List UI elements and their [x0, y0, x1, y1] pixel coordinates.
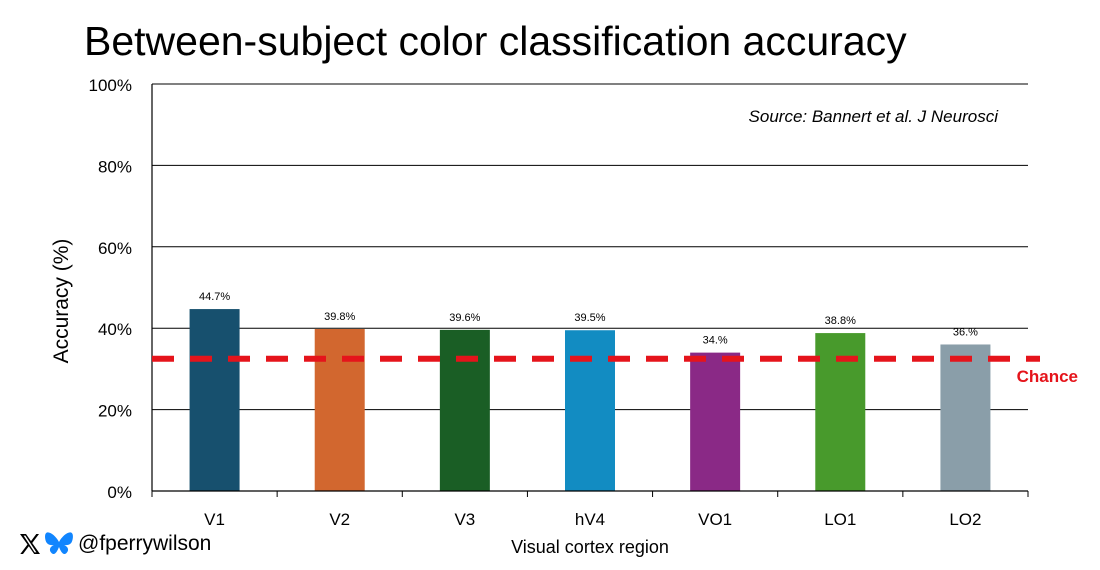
bar-v1 — [189, 309, 240, 491]
bar-v3 — [439, 329, 490, 491]
y-tick-label: 40% — [98, 320, 132, 339]
y-tick-label: 80% — [98, 157, 132, 176]
bar-v2 — [314, 329, 365, 491]
x-tick-label: LO2 — [949, 510, 981, 529]
social-handle: @fperrywilson — [18, 531, 211, 557]
x-axis-label: Visual cortex region — [511, 537, 669, 557]
x-tick-label: hV4 — [575, 510, 605, 529]
x-tick-label: VO1 — [698, 510, 732, 529]
gridlines — [152, 83, 1028, 411]
value-label: 39.5% — [574, 312, 605, 324]
chance-label: Chance — [1017, 367, 1078, 386]
y-tick-labels: 0% 20% 40% 60% 80% 100% — [89, 76, 132, 502]
value-label: 44.7% — [199, 291, 230, 303]
value-label: 38.8% — [825, 315, 856, 327]
y-tick-label: 0% — [107, 483, 132, 502]
x-tick-label: V2 — [329, 510, 350, 529]
bluesky-butterfly-icon — [45, 532, 73, 555]
bars — [189, 309, 991, 491]
bar-hv4 — [565, 330, 615, 491]
y-tick-label: 20% — [98, 402, 132, 421]
chart-title: Between-subject color classification acc… — [84, 18, 907, 64]
value-label: 39.6% — [449, 312, 480, 324]
x-tick-label: V1 — [204, 510, 225, 529]
y-tick-label: 60% — [98, 239, 132, 258]
x-logo-icon — [20, 534, 40, 554]
y-axis-label: Accuracy (%) — [50, 239, 73, 364]
bar-vo1 — [690, 352, 741, 491]
source-annotation: Source: Bannert et al. J Neurosci — [749, 107, 1000, 126]
value-labels: 44.7% 39.8% 39.6% 39.5% 34.% 38.8% 36.% — [199, 291, 978, 347]
handle-text: @fperrywilson — [78, 532, 212, 555]
x-axis — [151, 84, 1029, 497]
value-label: 39.8% — [324, 311, 355, 323]
x-tick-labels: V1 V2 V3 hV4 VO1 LO1 LO2 — [204, 510, 981, 529]
value-label: 36.% — [953, 326, 978, 338]
value-label: 34.% — [703, 335, 728, 347]
y-tick-label: 100% — [89, 76, 132, 95]
x-tick-label: V3 — [454, 510, 475, 529]
x-tick-label: LO1 — [824, 510, 856, 529]
bar-lo2 — [940, 344, 991, 491]
